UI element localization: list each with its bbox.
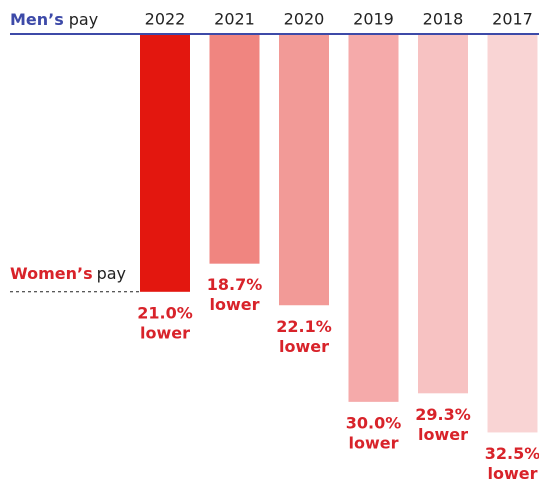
- bar: [140, 35, 190, 292]
- value-note: lower: [349, 433, 399, 452]
- x-tick-label: 2018: [423, 10, 464, 29]
- top-label-emphasis: Men’s: [10, 10, 64, 29]
- bar: [487, 35, 538, 433]
- value-label: 30.0%: [346, 413, 402, 432]
- value-label: 32.5%: [485, 444, 539, 463]
- bar: [418, 35, 468, 394]
- bar: [348, 35, 399, 402]
- value-label: 22.1%: [276, 317, 332, 336]
- top-label: Men’s pay: [10, 10, 98, 29]
- top-label-text: pay: [69, 10, 98, 29]
- bar: [209, 35, 260, 264]
- value-note: lower: [210, 295, 260, 314]
- bottom-label: Women’s pay: [10, 263, 126, 282]
- x-tick-label: 2017: [492, 10, 533, 29]
- bottom-label-emphasis: Women’s: [10, 263, 93, 282]
- value-note: lower: [418, 425, 468, 444]
- x-tick-label: 2019: [353, 10, 394, 29]
- x-tick-label: 2022: [145, 10, 186, 29]
- value-note: lower: [140, 323, 190, 342]
- value-note: lower: [488, 464, 538, 481]
- value-label: 21.0%: [137, 303, 193, 322]
- bottom-label-text: pay: [97, 263, 126, 282]
- value-label: 18.7%: [207, 275, 263, 294]
- x-tick-label: 2021: [214, 10, 255, 29]
- value-note: lower: [279, 337, 329, 356]
- value-label: 29.3%: [415, 405, 471, 424]
- bar: [279, 35, 329, 306]
- x-tick-label: 2020: [284, 10, 325, 29]
